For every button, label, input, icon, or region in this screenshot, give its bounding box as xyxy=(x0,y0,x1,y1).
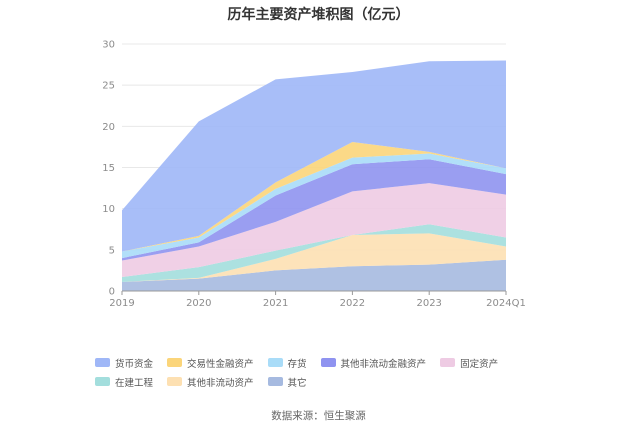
legend-item-qita-jinrong[interactable]: 其他非流动金融资产 xyxy=(320,356,427,370)
legend-label: 交易性金融资产 xyxy=(187,358,254,370)
legend-label: 货币资金 xyxy=(115,358,154,370)
y-tick-label: 25 xyxy=(102,81,115,92)
area-series-0[interactable] xyxy=(122,60,506,252)
x-tick-label: 2024Q1 xyxy=(486,298,526,309)
legend-item-jiaoyi[interactable]: 交易性金融资产 xyxy=(167,356,254,370)
x-tick-label: 2023 xyxy=(416,298,441,309)
y-tick-label: 10 xyxy=(102,204,115,215)
x-tick-label: 2020 xyxy=(186,298,211,309)
y-tick-label: 15 xyxy=(102,163,115,174)
legend-swatch xyxy=(320,358,336,367)
legend-row-2: 在建工程 其他非流动资产 其它 xyxy=(95,372,545,391)
y-tick-label: 5 xyxy=(109,245,115,256)
area-series-7[interactable] xyxy=(122,259,506,291)
legend-item-huobi[interactable]: 货币资金 xyxy=(95,356,153,370)
legend-label: 其他非流动金融资产 xyxy=(340,358,427,370)
area-series-group xyxy=(122,60,506,291)
legend-swatch xyxy=(267,358,283,367)
legend-item-qita[interactable]: 其它 xyxy=(267,375,307,389)
area-series-6[interactable] xyxy=(122,233,506,282)
legend-label: 固定资产 xyxy=(460,358,499,370)
legend-swatch xyxy=(267,377,283,386)
x-tick-label: 2019 xyxy=(109,298,134,309)
legend-item-zaijian[interactable]: 在建工程 xyxy=(95,375,153,389)
x-tick-label: 2022 xyxy=(340,298,365,309)
legend-swatch xyxy=(167,358,183,367)
source-note: 数据来源：恒生聚源 xyxy=(271,410,366,422)
area-series-2[interactable] xyxy=(122,153,506,259)
y-tick-label: 30 xyxy=(102,40,115,51)
legend-swatch xyxy=(167,377,183,386)
legend-label: 其它 xyxy=(287,377,307,389)
area-series-4[interactable] xyxy=(122,183,506,277)
chart-title: 历年主要资产堆积图（亿元） xyxy=(227,7,410,23)
legend-item-qita-feiliudong[interactable]: 其他非流动资产 xyxy=(167,375,254,389)
legend: 货币资金 交易性金融资产 存货 其他非流动金融资产 固定资产 在建工程 其他非流… xyxy=(95,353,545,391)
legend-label: 其他非流动资产 xyxy=(187,377,254,389)
x-tick-label: 2021 xyxy=(263,298,288,309)
legend-label: 在建工程 xyxy=(115,377,154,389)
legend-label: 存货 xyxy=(287,358,307,370)
legend-swatch xyxy=(95,358,110,367)
axes: 0 5 10 15 20 25 30 2019 2020 2021 2022 2023 2024Q1 xyxy=(102,40,526,310)
y-tick-label: 0 xyxy=(109,287,115,298)
legend-swatch xyxy=(440,358,456,367)
area-series-5[interactable] xyxy=(122,224,506,282)
area-series-3[interactable] xyxy=(122,159,506,261)
legend-item-guding[interactable]: 固定资产 xyxy=(440,356,498,370)
legend-row-1: 货币资金 交易性金融资产 存货 其他非流动金融资产 固定资产 xyxy=(95,353,545,372)
y-tick-label: 20 xyxy=(102,122,115,133)
legend-item-cunhuo[interactable]: 存货 xyxy=(267,356,307,370)
legend-swatch xyxy=(95,377,110,386)
area-series-1[interactable] xyxy=(122,141,506,252)
